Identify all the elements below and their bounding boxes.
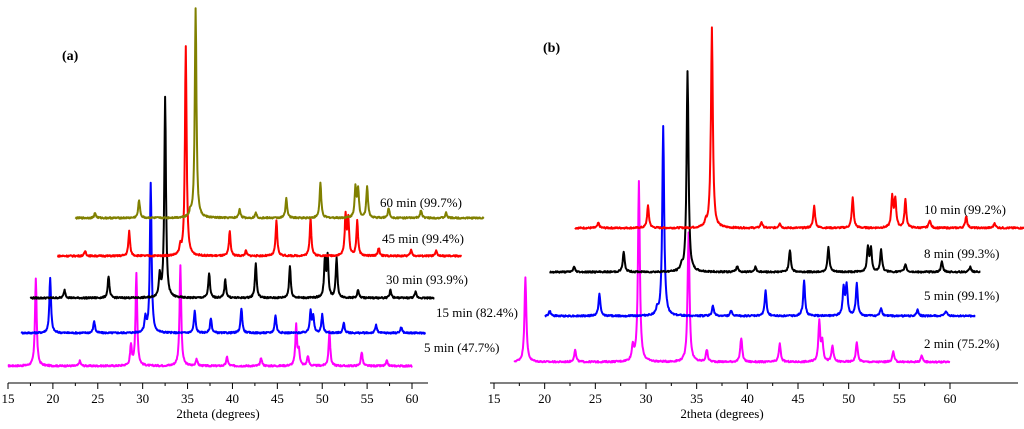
x-tick-label: 15 xyxy=(488,391,501,406)
series-line xyxy=(544,125,976,318)
series-line xyxy=(29,95,435,300)
x-tick-label: 35 xyxy=(181,391,194,406)
series-line xyxy=(549,70,981,274)
x-tick-label: 60 xyxy=(944,391,957,406)
series-label: 8 min (99.3%) xyxy=(924,246,999,261)
x-tick-label: 40 xyxy=(741,391,754,406)
x-tick-label: 15 xyxy=(2,391,15,406)
series-label: 15 min (82.4%) xyxy=(436,305,518,320)
x-axis-title-a: 2theta (degrees) xyxy=(176,406,259,421)
x-tick-label: 50 xyxy=(842,391,855,406)
x-tick-label: 25 xyxy=(589,391,602,406)
x-tick-label: 25 xyxy=(91,391,104,406)
series-line xyxy=(7,264,413,368)
x-tick-label: 30 xyxy=(136,391,149,406)
x-ticks-b: 15 20 25 30 35 40 45 50 55 60 xyxy=(488,383,957,406)
series-group-a xyxy=(7,7,485,368)
series-label: 10 min (99.2%) xyxy=(924,202,1006,217)
series-line xyxy=(20,181,427,335)
series-label: 30 min (93.9%) xyxy=(386,272,468,287)
panel-label-b: (b) xyxy=(543,41,560,56)
panel-a: (a) 5 min (47.7%) 15 min (82.4%) 30 min (9… xyxy=(2,7,518,421)
series-line xyxy=(513,180,951,364)
series-label: 5 min (47.7%) xyxy=(424,340,499,355)
x-tick-label: 20 xyxy=(46,391,59,406)
x-tick-label: 45 xyxy=(792,391,805,406)
series-line xyxy=(74,7,485,220)
series-labels-b: 2 min (75.2%) 5 min (99.1%) 8 min (99.3%) 1… xyxy=(924,202,1006,351)
series-label: 2 min (75.2%) xyxy=(924,336,999,351)
panel-b: (b) 2 min (75.2%) 5 min (99.1%) 8 min (99.… xyxy=(488,26,1024,421)
series-line xyxy=(56,45,463,258)
panel-label-a: (a) xyxy=(62,49,79,64)
series-group-b xyxy=(513,26,1024,364)
x-tick-label: 60 xyxy=(406,391,419,406)
series-line xyxy=(574,26,1024,230)
x-axis-title-b: 2theta (degrees) xyxy=(680,406,763,421)
series-labels-a: 5 min (47.7%) 15 min (82.4%) 30 min (93.9%… xyxy=(380,195,518,355)
x-tick-label: 40 xyxy=(226,391,239,406)
x-tick-label: 35 xyxy=(690,391,703,406)
series-label: 60 min (99.7%) xyxy=(380,195,462,210)
x-tick-label: 20 xyxy=(538,391,551,406)
series-label: 5 min (99.1%) xyxy=(924,288,999,303)
x-tick-label: 30 xyxy=(640,391,653,406)
series-label: 45 min (99.4%) xyxy=(382,231,464,246)
x-tick-label: 45 xyxy=(271,391,284,406)
x-ticks-a: 15 20 25 30 35 40 45 50 55 60 xyxy=(2,383,419,406)
x-tick-label: 55 xyxy=(893,391,906,406)
x-tick-label: 55 xyxy=(361,391,374,406)
x-tick-label: 50 xyxy=(316,391,329,406)
